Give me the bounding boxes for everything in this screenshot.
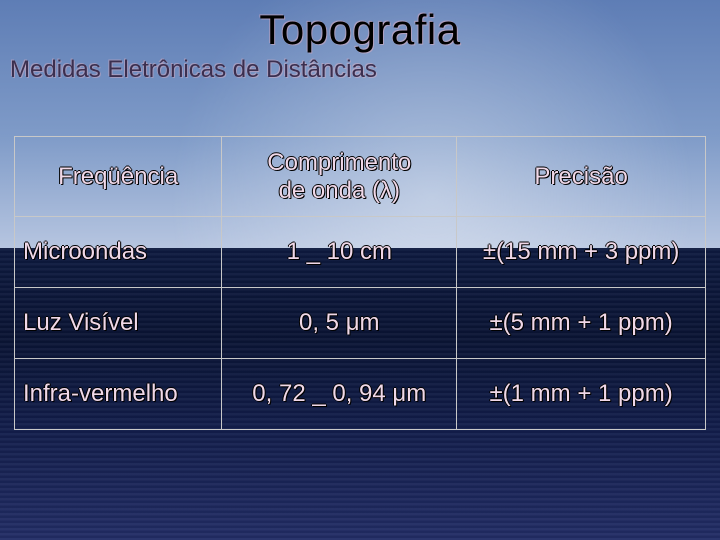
cell-onda: 1 _ 10 cm (222, 217, 457, 288)
cell-precisao: ±(1 mm + 1 ppm) (457, 359, 706, 430)
page-subtitle: Medidas Eletrônicas de Distâncias (10, 56, 720, 84)
col-header-precisao: Precisão (457, 137, 706, 217)
col-header-frequencia: Freqüência (15, 137, 222, 217)
slide-content: Topografia Medidas Eletrônicas de Distân… (0, 0, 720, 540)
cell-freq: Infra-vermelho (15, 359, 222, 430)
table-row: Infra-vermelho 0, 72 _ 0, 94 μm ±(1 mm +… (15, 359, 706, 430)
page-title: Topografia (0, 0, 720, 54)
table-header-row: Freqüência Comprimento de onda (λ) Preci… (15, 137, 706, 217)
col-header-comprimento-line2: de onda (λ) (279, 177, 400, 204)
table-row: Luz Visível 0, 5 μm ±(5 mm + 1 ppm) (15, 288, 706, 359)
col-header-comprimento-line1: Comprimento (267, 149, 411, 176)
cell-freq: Luz Visível (15, 288, 222, 359)
cell-precisao: ±(5 mm + 1 ppm) (457, 288, 706, 359)
table-row: Microondas 1 _ 10 cm ±(15 mm + 3 ppm) (15, 217, 706, 288)
col-header-comprimento: Comprimento de onda (λ) (222, 137, 457, 217)
cell-freq: Microondas (15, 217, 222, 288)
cell-onda: 0, 5 μm (222, 288, 457, 359)
cell-precisao: ±(15 mm + 3 ppm) (457, 217, 706, 288)
slide: Topografia Medidas Eletrônicas de Distân… (0, 0, 720, 540)
cell-onda: 0, 72 _ 0, 94 μm (222, 359, 457, 430)
measurements-table: Freqüência Comprimento de onda (λ) Preci… (14, 136, 706, 430)
